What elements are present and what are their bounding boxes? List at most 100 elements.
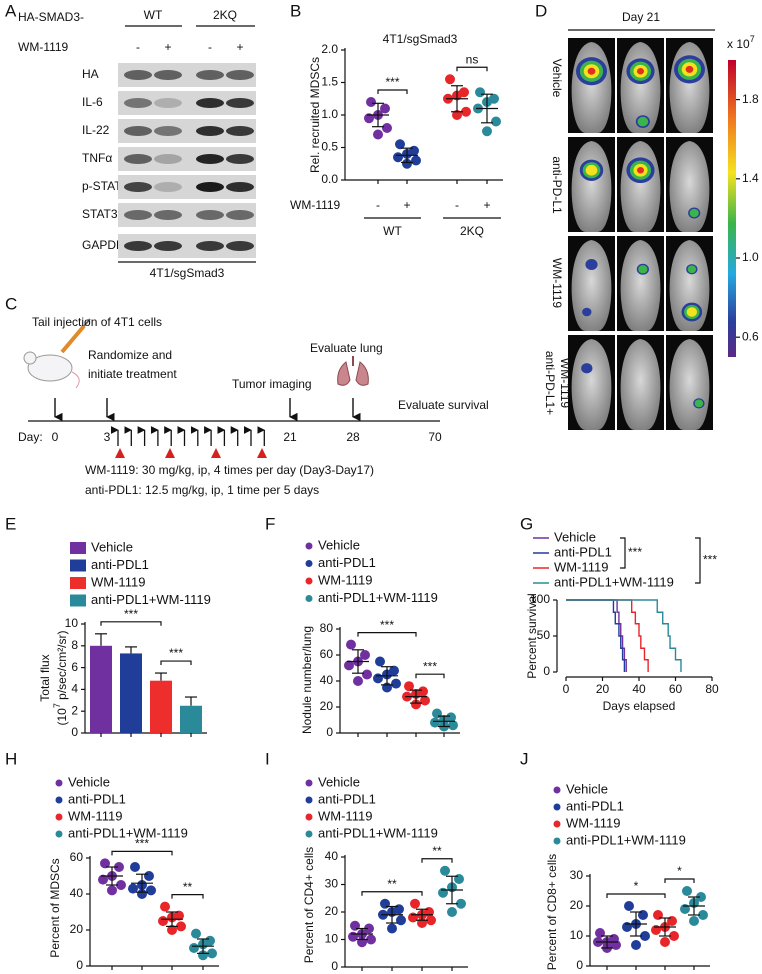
blot-band [124,154,152,164]
data-point [176,921,186,932]
colorbar-tick-label: 1.0 [742,250,759,264]
legend-label: WM-1119 [68,808,122,823]
day-label: 0 [52,430,59,444]
y-axis-label: Percent of MDSCs [48,858,62,957]
imaging-row-label: anti-PD-L1+ [543,351,557,415]
data-point [375,656,385,667]
data-point [348,931,358,942]
legend-swatch [305,595,313,602]
blot-band [196,241,224,251]
significance-label: *** [703,553,717,567]
data-point [382,123,392,133]
signal [637,116,649,127]
y-tick-label: 20 [70,922,84,936]
panel-label: D [535,1,547,20]
blot-band [124,182,152,192]
y-tick-label: 60 [70,850,84,864]
data-point [98,874,108,885]
group-label: WT [383,224,402,238]
data-point [146,885,156,896]
data-point [107,885,117,896]
blot-header: HA-SMAD3- [18,10,84,24]
schematic-text: Tail injection of 4T1 cells [32,315,162,329]
panel-label: C [5,294,17,313]
legend-label: anti-PDL1 [318,791,376,806]
data-point [482,126,492,137]
dose-marker [165,448,175,458]
panel-label: I [265,749,270,768]
data-point [411,699,421,710]
legend-swatch [55,813,63,821]
data-point [366,97,376,107]
data-point [689,916,699,926]
schematic-text: initiate treatment [88,367,177,381]
schematic-text: Day: [18,430,43,444]
data-point [660,937,670,947]
data-point [402,158,412,169]
significance-bracket [361,891,423,896]
schematic-text: Randomize and [88,348,172,362]
signal [636,68,645,75]
data-point [130,862,140,872]
legend-label: Vehicle [318,537,360,552]
survival-curve [566,599,626,672]
data-point [698,910,708,920]
data-point [144,871,154,881]
data-point [364,923,374,934]
blot-footer: 4T1/sgSmad3 [150,266,225,280]
unit-sup: 7 [52,703,62,708]
data-point [360,650,370,660]
panel-label: F [265,514,275,533]
blot-band [124,98,152,108]
legend-swatch [305,796,313,804]
data-point [100,858,110,869]
x-axis-label: Days elapsed [603,699,676,713]
legend-label: Vehicle [68,774,110,789]
y-tick-label: 60 [320,647,334,661]
significance-label: * [677,864,682,878]
blot-band [196,154,224,164]
significance-label: ** [432,844,442,858]
y-tick-label: 4 [71,682,78,696]
legend-label: WM-1119 [554,559,608,574]
dose-marker [115,448,125,458]
data-point [344,660,354,671]
significance-label: *** [135,837,149,851]
colorbar-label-base: x 10 [727,37,750,51]
x-tick-label: 60 [669,682,683,696]
data-point [116,880,126,890]
significance-label: ns [466,52,479,66]
blot-band [154,98,182,108]
blot-band [226,154,254,164]
legend-swatch [70,559,86,572]
row-label: WM-1119 [290,198,341,212]
signal [581,363,593,374]
bar [90,645,112,733]
mouse [620,339,661,430]
significance-label: *** [423,659,437,673]
data-point [364,113,374,124]
mouse [669,141,710,232]
significance-label: *** [628,545,642,559]
signal [686,307,698,317]
data-point [346,639,356,650]
panel-label: H [5,749,17,768]
data-point [189,943,199,953]
data-point [137,889,147,899]
legend-swatch [553,786,561,794]
colorbar-label: x 107 [727,34,755,51]
y-tick-label: 40 [325,849,339,863]
y-tick-label: 40 [70,886,84,900]
y-tick-label: 50 [537,628,551,642]
blot-row-label: p-STAT3 [82,179,129,193]
y-tick-label: 1.0 [321,107,338,121]
data-point [438,887,448,898]
significance-bracket [606,893,666,898]
colorbar-tick-label: 1.4 [742,171,759,185]
y-axis-label: Percent of CD4+ cells [302,847,316,963]
y-tick-label: 1.5 [321,75,338,89]
legend-swatch [305,560,313,567]
data-point [362,669,372,680]
mouse [571,339,612,430]
